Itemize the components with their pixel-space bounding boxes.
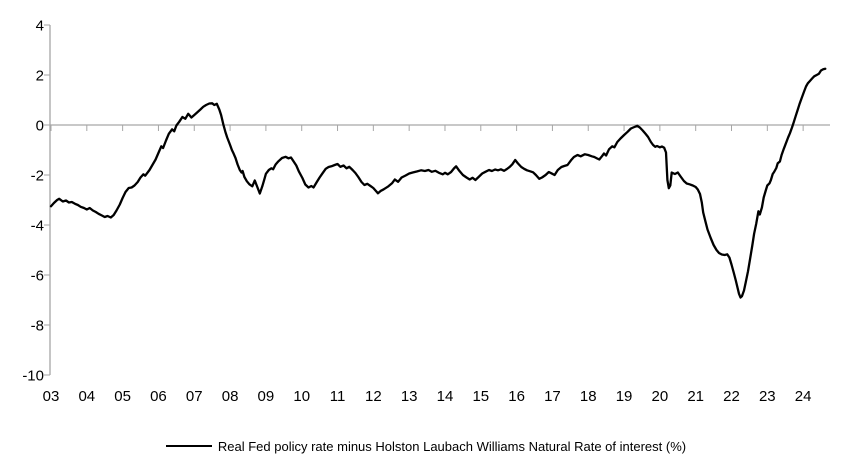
x-tick-label: 04 (78, 388, 95, 405)
x-tick-label: 24 (795, 388, 812, 405)
x-tick-label: 09 (258, 388, 275, 405)
y-tick-label: -6 (31, 268, 44, 285)
x-tick-label: 18 (580, 388, 597, 405)
x-tick-label: 16 (508, 388, 525, 405)
x-tick-label: 05 (114, 388, 131, 405)
y-tick-label: 0 (36, 118, 44, 135)
x-tick-label: 07 (186, 388, 203, 405)
y-tick-label: -2 (31, 168, 44, 185)
y-tick-label: -4 (31, 218, 44, 235)
x-tick-label: 08 (222, 388, 239, 405)
x-tick-label: 11 (330, 388, 346, 405)
x-tick-label: 22 (723, 388, 740, 405)
x-tick-label: 03 (43, 388, 60, 405)
x-tick-label: 06 (150, 388, 167, 405)
x-tick-label: 14 (437, 388, 454, 405)
x-tick-label: 13 (401, 388, 418, 405)
x-tick-label: 20 (652, 388, 669, 405)
x-tick-label: 15 (472, 388, 489, 405)
x-tick-label: 10 (293, 388, 310, 405)
y-tick-label: -8 (31, 318, 44, 335)
legend-line-swatch (165, 445, 212, 447)
x-tick-label: 12 (365, 388, 382, 405)
x-tick-label: 19 (616, 388, 633, 405)
legend: Real Fed policy rate minus Holston Lauba… (0, 434, 852, 458)
y-tick-label: 2 (36, 68, 44, 85)
y-tick-label: -10 (22, 368, 44, 385)
x-tick-label: 17 (544, 388, 561, 405)
x-tick-label: 23 (759, 388, 776, 405)
y-tick-label: 4 (36, 18, 44, 35)
legend-label: Real Fed policy rate minus Holston Lauba… (217, 438, 687, 454)
data-series-line (49, 67, 827, 299)
x-tick-label: 21 (687, 388, 704, 405)
